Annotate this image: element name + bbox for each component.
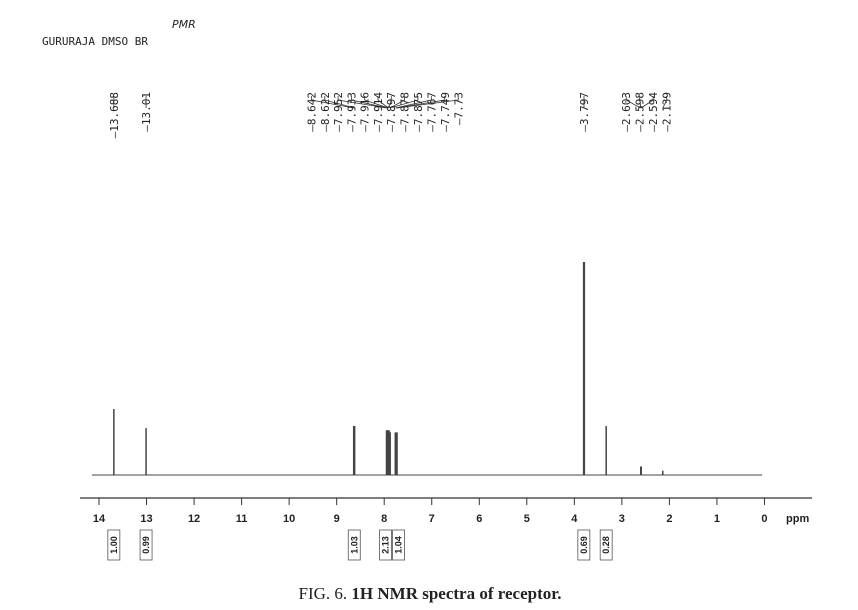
peak-label: —7.914 bbox=[372, 92, 385, 132]
integral-label: 2.13 bbox=[381, 536, 391, 554]
peak-label: —8.642 bbox=[305, 92, 318, 132]
integral-label: 1.00 bbox=[109, 536, 119, 554]
integral-box bbox=[392, 529, 405, 561]
note: PMR bbox=[172, 18, 196, 31]
peak-label: —2.603 bbox=[620, 92, 633, 132]
peak-label: —2.594 bbox=[647, 92, 660, 132]
peak-label: —7.875 bbox=[412, 92, 425, 132]
peak-connector bbox=[639, 96, 642, 109]
caption-bold: 1H NMR spectra of receptor. bbox=[351, 584, 561, 603]
integral-label: 1.04 bbox=[394, 536, 404, 554]
integral-box bbox=[379, 529, 392, 561]
caption: FIG. 6. 1H NMR spectra of receptor. bbox=[299, 584, 562, 603]
peak-connector bbox=[395, 96, 432, 109]
peak-label: —2.139 bbox=[661, 92, 674, 132]
integral-label: 0.28 bbox=[601, 536, 611, 554]
integral-box bbox=[599, 529, 613, 561]
peak-label: —13.688 bbox=[108, 92, 121, 138]
x-tick-label: 1 bbox=[714, 513, 720, 525]
peak-connector bbox=[351, 96, 388, 109]
peak-label: —2.598 bbox=[634, 92, 647, 132]
integral-box bbox=[139, 529, 153, 561]
x-tick-label: 3 bbox=[619, 513, 625, 525]
peak-label: —7.897 bbox=[385, 92, 398, 132]
x-tick-label: 2 bbox=[666, 513, 672, 525]
peak-label: —7.952 bbox=[332, 92, 345, 132]
x-tick-label: 11 bbox=[236, 513, 248, 525]
peak-label: —7.73 bbox=[452, 92, 465, 125]
integral-box bbox=[577, 529, 591, 561]
x-tick-label: 13 bbox=[140, 513, 152, 525]
caption-lead: FIG. 6. bbox=[299, 584, 348, 603]
x-axis-label: ppm bbox=[786, 513, 809, 525]
peak-connector bbox=[390, 96, 419, 109]
peak-label: —13.01 bbox=[140, 92, 153, 132]
peak-label: —3.797 bbox=[578, 92, 591, 132]
integral-label: 0.69 bbox=[579, 536, 589, 554]
x-tick-label: 12 bbox=[188, 513, 200, 525]
peak-label: —7.933 bbox=[345, 92, 358, 132]
peak-label: —7.749 bbox=[439, 92, 452, 132]
header: GURURAJA DMSO BR bbox=[42, 35, 148, 48]
peak-label: —7.878 bbox=[399, 92, 412, 132]
integral-box bbox=[347, 529, 361, 561]
integral-label: 1.03 bbox=[349, 536, 359, 554]
x-tick-label: 0 bbox=[761, 513, 767, 525]
x-tick-label: 5 bbox=[524, 513, 530, 525]
peak-connector bbox=[389, 96, 405, 109]
integral-box bbox=[107, 529, 121, 561]
x-tick-label: 14 bbox=[93, 513, 106, 525]
peak-connector bbox=[396, 96, 459, 109]
x-tick-label: 4 bbox=[571, 513, 578, 525]
peak-connector bbox=[625, 96, 641, 109]
peak-connector bbox=[364, 96, 389, 109]
x-tick-label: 9 bbox=[334, 513, 340, 525]
x-tick-label: 10 bbox=[283, 513, 295, 525]
peak-label: —7.916 bbox=[359, 92, 372, 132]
peak-connector bbox=[377, 96, 389, 109]
peak-connector bbox=[388, 96, 392, 109]
peak-connector bbox=[640, 96, 654, 109]
peak-connector bbox=[337, 96, 387, 109]
peak-label: —8.622 bbox=[319, 92, 332, 132]
peak-connector bbox=[662, 96, 668, 109]
integral-label: 0.99 bbox=[141, 536, 151, 554]
peak-connector bbox=[396, 96, 446, 109]
x-tick-label: 6 bbox=[476, 513, 482, 525]
x-tick-label: 7 bbox=[429, 513, 435, 525]
peak-connector bbox=[324, 96, 355, 109]
peak-connector bbox=[311, 96, 354, 109]
peak-label: —7.767 bbox=[425, 92, 438, 132]
x-tick-label: 8 bbox=[381, 513, 387, 525]
